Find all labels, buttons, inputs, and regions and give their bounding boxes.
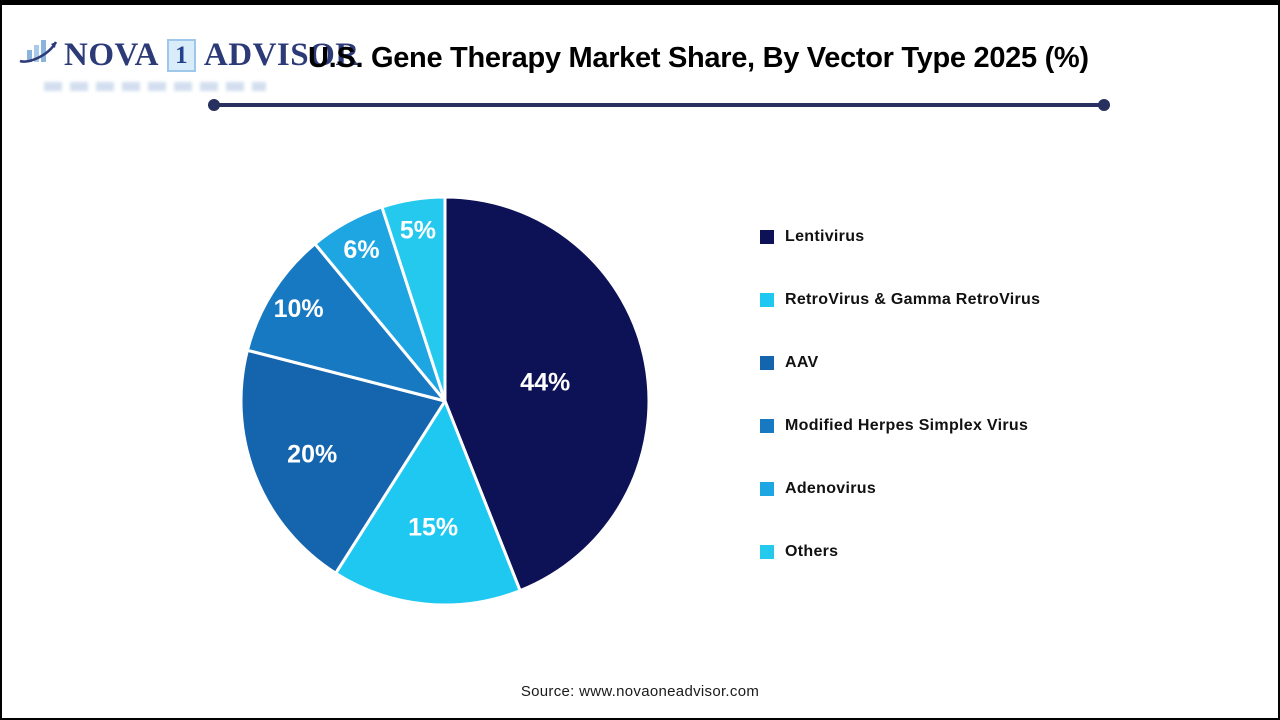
legend-label: Lentivirus: [785, 228, 865, 245]
pie-slice: [380, 195, 447, 403]
legend-label: Others: [785, 543, 839, 560]
legend-swatch: [760, 230, 774, 244]
brand-name-part1: NOVA: [64, 37, 159, 73]
logo-tagline-blurred: [44, 82, 266, 91]
pie-chart-area: 44% 15% 20% 10% 6% 5%: [238, 194, 652, 608]
legend-item: Adenovirus: [760, 478, 1040, 500]
legend-item: RetroVirus & Gamma RetroVirus: [760, 289, 1040, 311]
slice-percent-label: 44%: [520, 369, 570, 397]
slice-percent-label: 20%: [287, 440, 337, 468]
pie-slice: [239, 348, 447, 575]
slice-percent-label: 10%: [274, 295, 324, 323]
legend: Lentivirus RetroVirus & Gamma RetroVirus A…: [760, 226, 1040, 604]
legend-label: AAV: [785, 354, 819, 371]
title-divider-line: [208, 99, 1110, 111]
pie-chart: 44% 15% 20% 10% 6% 5%: [239, 195, 651, 607]
brand-logo: NOVA 1 ADVISOR: [18, 35, 360, 76]
legend-item: AAV: [760, 352, 1040, 374]
legend-swatch: [760, 545, 774, 559]
pie-slice: [334, 399, 522, 607]
source-text: Source: www.novaoneadvisor.com: [520, 683, 760, 700]
brand-digit-box: 1: [166, 39, 196, 72]
brand-name-part2: ADVISOR: [203, 37, 360, 73]
legend-swatch: [760, 482, 774, 496]
legend-item: Lentivirus: [760, 226, 1040, 248]
legend-label: Adenovirus: [785, 480, 877, 497]
chart-title: U.S. Gene Therapy Market Share, By Vecto…: [308, 42, 1089, 74]
legend-item: Others: [760, 541, 1040, 563]
legend-swatch: [760, 419, 774, 433]
pie-slice: [443, 195, 651, 593]
pie-slice: [245, 242, 447, 403]
slice-percent-label: 5%: [400, 216, 436, 244]
legend-item: Modified Herpes Simplex Virus: [760, 415, 1040, 437]
legend-label: Modified Herpes Simplex Virus: [785, 417, 1029, 434]
slice-percent-label: 6%: [343, 236, 379, 264]
legend-swatch: [760, 293, 774, 307]
slice-percent-label: 15%: [408, 514, 458, 542]
bar-chart-swoosh-icon: [18, 35, 60, 76]
legend-label: RetroVirus & Gamma RetroVirus: [785, 291, 1041, 308]
legend-swatch: [760, 356, 774, 370]
